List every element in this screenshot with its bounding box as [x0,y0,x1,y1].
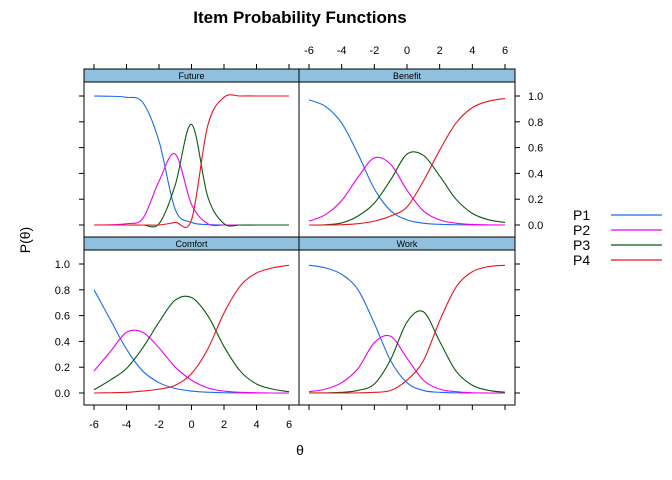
y-tick-label-left: 0.8 [55,285,70,297]
y-tick-label-right: 0.6 [528,143,543,155]
y-tick-label-left: 1.0 [55,259,70,271]
series-line-p3-benefit [308,151,506,226]
y-tick-label-right: 0.0 [528,220,543,232]
x-tick-label-top: -2 [369,45,379,57]
series-line-p1-comfort [93,289,289,394]
x-tick-label-top: 2 [437,45,443,57]
x-tick-label-top: 6 [502,45,508,57]
y-tick-label-left: 0.4 [55,336,70,348]
y-tick-label-left: 0.2 [55,362,70,374]
series-line-p4-future [93,94,289,229]
series-line-p2-future [93,153,289,227]
series-line-p3-future [93,123,289,228]
x-tick-label-top: -6 [304,45,314,57]
strip-label: Benefit [393,71,422,81]
legend-label-p3: P3 [573,237,590,253]
panel-future: Future [83,68,300,238]
panel-work: Work [298,236,516,406]
y-axis-label: P(θ) [17,227,33,253]
y-tick-label-right: 1.0 [528,91,543,103]
panel-comfort: Comfort [83,236,300,406]
series-line-p3-comfort [93,295,290,393]
strip-label: Work [397,239,418,249]
x-tick-label-bottom: -6 [89,419,99,431]
y-tick-label-left: 0.0 [55,388,70,400]
series-line-p1-work [308,264,505,394]
panels: Future Benefit Comfort Work -6 -4 -2 0 2 4 6 -6 -4 -2… [55,45,544,431]
chart-title: Item Probability Functions [193,8,406,27]
panel-frame [298,249,516,406]
x-tick-label-top: -4 [337,45,347,57]
panel-frame [298,81,516,238]
series-line-p4-comfort [93,264,290,394]
y-tick-label-left: 0.6 [55,311,70,323]
strip-label: Comfort [175,239,208,249]
series-line-p1-future [93,95,289,226]
x-tick-label-bottom: 6 [286,419,292,431]
axes: -6 -4 -2 0 2 4 6 -6 -4 -2 0 2 4 6 0.0 0.2 0.4 0.6 0.8 1.0 0.… [55,45,544,431]
x-tick-label-bottom: -4 [122,419,132,431]
panel-benefit: Benefit [298,68,516,238]
x-axis-label: θ [296,442,304,458]
legend-label-p1: P1 [573,207,590,223]
x-tick-label-bottom: 0 [188,419,194,431]
y-tick-label-right: 0.2 [528,194,543,206]
x-tick-label-bottom: 2 [221,419,227,431]
series-line-p2-benefit [308,156,506,226]
y-tick-label-right: 0.8 [528,117,543,129]
series-line-p4-work [309,264,506,394]
legend-label-p4: P4 [573,252,590,268]
panel-frame [83,249,300,406]
series-line-p4-benefit [308,98,506,226]
legend-label-p2: P2 [573,222,590,238]
x-tick-label-bottom: -2 [154,419,164,431]
x-tick-label-bottom: 4 [253,419,259,431]
x-tick-label-top: 4 [469,45,475,57]
panel-frame [83,81,300,238]
series-line-p2-comfort [93,329,290,394]
series-line-p2-work [308,334,506,394]
y-tick-label-right: 0.4 [528,168,543,180]
series-line-p3-work [308,310,506,394]
strip-label: Future [178,71,204,81]
x-tick-label-top: 0 [404,45,410,57]
